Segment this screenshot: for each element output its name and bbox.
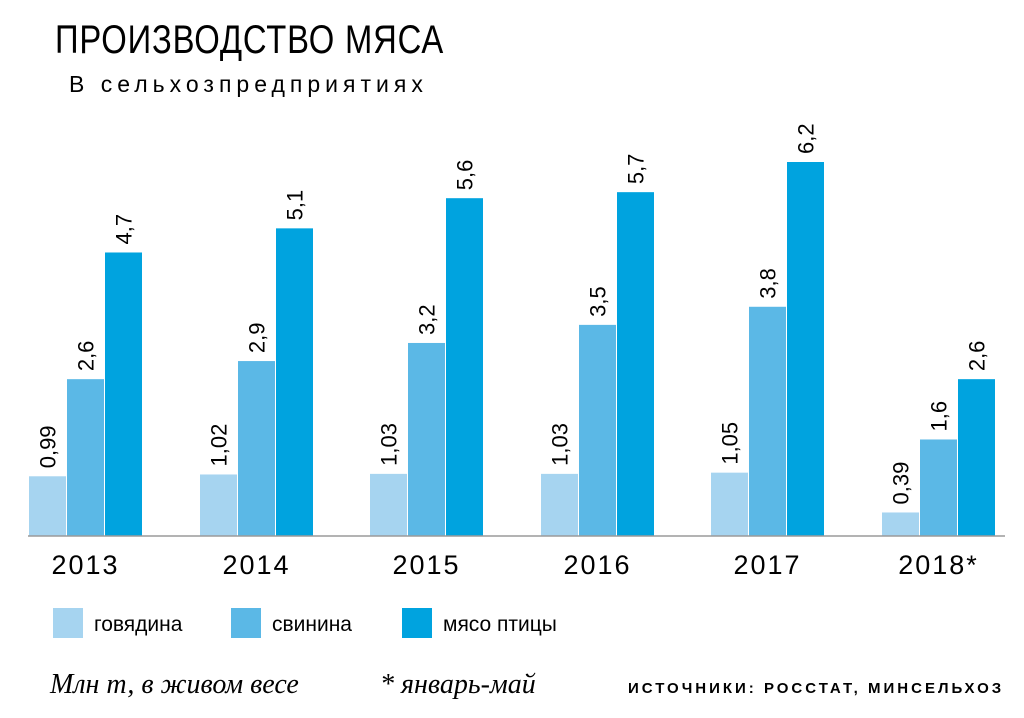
value-label: 0,39 (889, 462, 914, 505)
value-label: 1,03 (548, 423, 573, 466)
bar-свинина-2016 (579, 324, 616, 536)
value-label: 2,9 (245, 322, 270, 353)
legend-swatch (402, 608, 432, 638)
bar-свинина-2018 (920, 439, 957, 536)
bar-свинина-2013 (67, 379, 104, 536)
x-tick-label: 2016 (563, 550, 631, 580)
x-tick-label: 2014 (222, 550, 290, 580)
bar-свинина-2014 (238, 361, 275, 536)
bar-говядина-2016 (541, 473, 578, 536)
x-tick-label: 2015 (392, 550, 460, 580)
value-label: 5,6 (453, 160, 478, 191)
sources-note: ИСТОЧНИКИ: РОССТАТ, МИНСЕЛЬХОЗ (628, 680, 1004, 697)
value-label: 1,05 (718, 422, 743, 465)
chart-subtitle: В сельхозпредприятиях (69, 71, 428, 97)
footnote: * январь-май (380, 669, 536, 700)
x-axis-labels: 2013 2014 2015 2016 2017 2018* (51, 550, 979, 580)
bar-говядина-2017 (711, 472, 748, 536)
x-tick-label: 2013 (51, 550, 119, 580)
value-label: 1,02 (207, 424, 232, 467)
value-label: 5,1 (283, 190, 308, 221)
legend: говядина свинина мясо птицы (53, 608, 557, 638)
bars-group: 0,99 2,6 4,7 1,02 2,9 5,1 1,03 3,2 5,6 1,03 3,5 5,7… (29, 123, 995, 536)
legend-label: говядина (94, 613, 183, 636)
bar-мясо-птицы-2016 (617, 192, 654, 536)
x-tick-label: 2017 (733, 550, 801, 580)
bar-мясо-птицы-2017 (787, 162, 824, 536)
value-label: 5,7 (624, 154, 649, 185)
x-tick-label: 2018* (898, 550, 979, 580)
value-label: 0,99 (36, 425, 61, 468)
value-label: 2,6 (965, 341, 990, 372)
bar-говядина-2014 (200, 474, 237, 536)
bar-свинина-2015 (408, 342, 445, 536)
value-label: 3,2 (415, 304, 440, 335)
legend-label: свинина (272, 613, 352, 636)
bar-говядина-2013 (29, 476, 66, 536)
value-label: 1,03 (377, 423, 402, 466)
legend-swatch (53, 608, 83, 638)
bar-мясо-птицы-2014 (276, 228, 313, 536)
bar-свинина-2017 (749, 306, 786, 536)
bar-мясо-птицы-2018 (958, 379, 995, 536)
legend-label: мясо птицы (443, 613, 557, 636)
value-label: 4,7 (112, 214, 137, 245)
legend-swatch (231, 608, 261, 638)
bar-мясо-птицы-2015 (446, 198, 483, 536)
bar-говядина-2018 (882, 512, 919, 536)
value-label: 1,6 (927, 401, 952, 432)
value-label: 6,2 (794, 123, 819, 154)
chart-title: ПРОИЗВОДСТВО МЯСА (55, 17, 444, 62)
value-label: 3,8 (756, 268, 781, 299)
bar-мясо-птицы-2013 (105, 252, 142, 536)
value-label: 3,5 (586, 286, 611, 317)
unit-note: Млн т, в живом весе (49, 669, 299, 700)
value-label: 2,6 (74, 341, 99, 372)
bar-говядина-2015 (370, 473, 407, 536)
